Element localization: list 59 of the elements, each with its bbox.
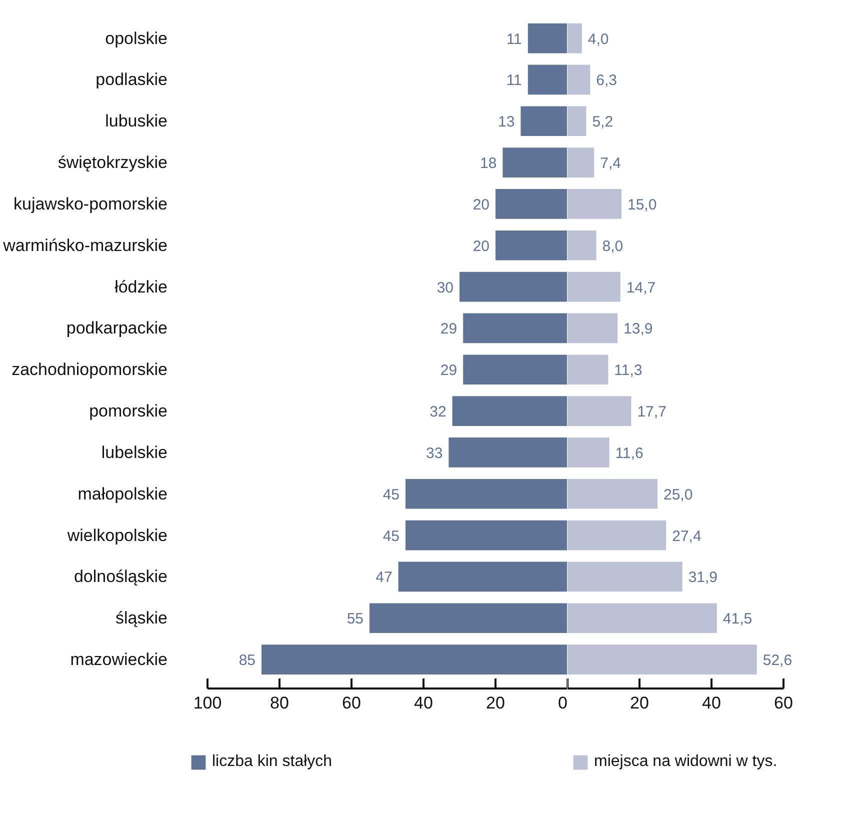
data-label: 45 [382,528,400,545]
data-label: 14,7 [626,279,656,296]
data-label: 29 [440,320,458,338]
data-label: 20 [472,238,490,255]
data-label: 47 [376,569,392,586]
data-label: 30 [436,279,454,296]
data-label: 17,7 [637,404,666,421]
data-label: 31,9 [688,569,718,586]
data-label: 27,4 [672,528,702,545]
legend-label: miejsca na widowni w tys. [594,753,778,771]
data-label: 11 [506,30,522,48]
data-label: 18 [480,155,497,172]
data-label: 13,9 [624,320,653,338]
data-label: 11,6 [615,444,644,462]
data-label: 45 [382,486,400,504]
y-tick-label: śląskie [116,608,168,628]
data-label: 8,0 [602,238,624,255]
data-label: 25,0 [664,486,693,504]
data-label: 20 [472,196,490,214]
y-tick-label: wielkopolskie [66,526,168,545]
y-tick-label: małopolskie [78,484,168,504]
data-label: 11,3 [614,362,642,380]
x-tick-label: 60 [774,694,793,713]
y-tick-label: dolnośląskie [74,567,168,586]
x-tick-label: 20 [630,694,649,713]
data-label: 33 [426,444,443,462]
y-tick-label: opolskie [105,28,168,48]
y-tick-label: lubuskie [105,112,168,131]
y-tick-label: świętokrzyskie [58,153,168,172]
y-tick-label: warmińsko-mazurskie [2,236,168,255]
data-label: 13 [498,114,515,131]
x-tick-label: 60 [342,694,361,713]
data-label: 6,3 [596,72,618,90]
data-label: 55 [346,610,364,628]
x-tick-label: 20 [486,694,505,713]
y-tick-label: lubelskie [101,442,168,462]
data-label: 29 [440,362,458,380]
y-tick-label: łódzkie [114,277,168,296]
legend-label: liczba kin stałych [212,753,332,771]
x-tick-label: 40 [414,694,433,713]
x-tick-label: 80 [270,694,289,713]
data-label: 52,6 [762,652,792,670]
data-label: 4,0 [588,30,609,48]
data-label: 85 [238,652,256,670]
data-label: 41,5 [722,610,752,628]
x-tick-label: 40 [702,694,721,713]
data-label: 15,0 [628,196,657,214]
y-tick-label: kujawsko-pomorskie [14,194,168,214]
data-label: 5,2 [592,114,614,131]
y-tick-label: podlaskie [96,70,168,90]
data-label: 11 [506,72,522,90]
y-tick-label: zachodniopomorskie [12,360,168,380]
data-label: 7,4 [600,155,621,172]
x-tick-label: 0 [558,694,568,713]
x-tick-label: 100 [193,694,222,713]
data-label: 32 [430,404,446,421]
y-tick-label: podkarpackie [66,318,168,338]
y-tick-label: pomorskie [89,402,168,421]
y-tick-label: mazowieckie [70,650,168,670]
